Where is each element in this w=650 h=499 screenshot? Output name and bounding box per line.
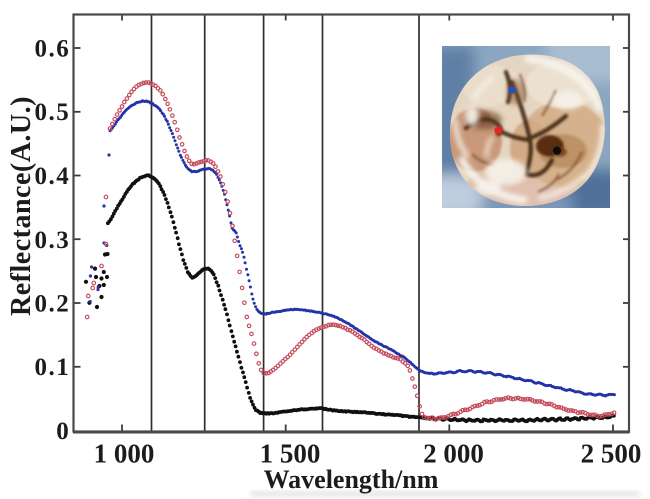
svg-text:0.3: 0.3 [34,227,70,254]
svg-text:Wavelength/nm: Wavelength/nm [264,465,439,494]
svg-text:1 500: 1 500 [260,439,321,469]
svg-text:0.1: 0.1 [34,354,70,381]
svg-text:0.6: 0.6 [34,36,70,63]
svg-text:0.4: 0.4 [34,163,70,190]
svg-text:0.5: 0.5 [34,99,70,126]
svg-text:2 500: 2 500 [581,439,642,469]
svg-text:0.2: 0.2 [34,291,70,318]
svg-text:Reflectance(A.U.): Reflectance(A.U.) [6,96,37,316]
svg-text:2 000: 2 000 [423,439,484,469]
svg-text:1 000: 1 000 [94,439,155,469]
svg-text:0: 0 [56,418,70,445]
